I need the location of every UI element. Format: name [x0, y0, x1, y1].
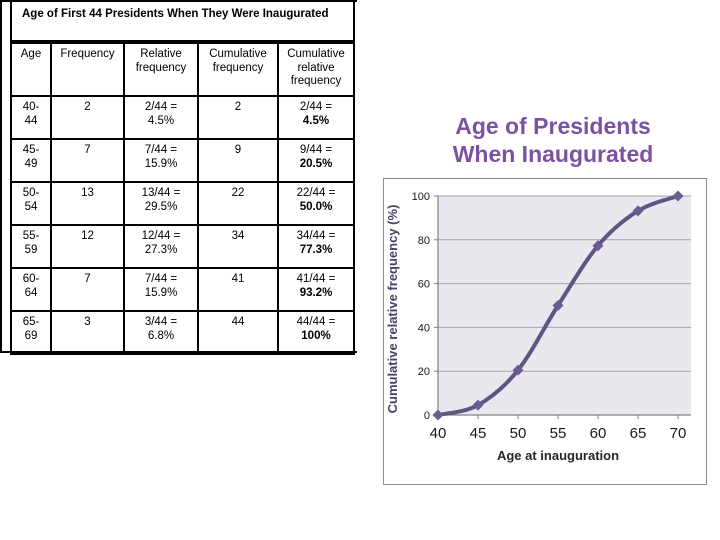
- column-header: Age: [10, 42, 52, 97]
- cumulative-frequency-cell: 41: [197, 267, 279, 312]
- column-header: Relative frequency: [123, 42, 199, 97]
- cumulative-frequency-cell: 34: [197, 224, 279, 269]
- age-class-cell: 45- 49: [10, 138, 52, 183]
- cumulative-frequency-cell: 44: [197, 310, 279, 355]
- table-row: 65- 69 3 3/44 = 6.8% 44 44/44 = 100%: [10, 310, 355, 355]
- cum-rel-fraction: 9/44 =: [299, 144, 333, 156]
- age-class-cell: 40- 44: [10, 95, 52, 140]
- cumulative-frequency-cell: 9: [197, 138, 279, 183]
- table-row: 60- 64 7 7/44 = 15.9% 41 41/44 = 93.2%: [10, 267, 355, 312]
- cum-rel-percent: 77.3%: [299, 243, 333, 256]
- x-tick-label: 60: [590, 425, 607, 442]
- frequency-cell: 2: [50, 95, 125, 140]
- relative-frequency-cell: 7/44 = 15.9%: [123, 267, 199, 312]
- cum-rel-fraction: 2/44 =: [299, 101, 333, 113]
- cum-rel-fraction: 34/44 =: [296, 230, 336, 242]
- y-tick-label: 80: [418, 235, 430, 247]
- frequency-cell: 12: [50, 224, 125, 269]
- y-tick-label: 60: [418, 279, 430, 291]
- x-tick-label: 55: [550, 425, 567, 442]
- frequency-table: Age Frequency Relative frequency Cumulative…: [10, 42, 355, 355]
- y-tick-label: 0: [424, 410, 430, 422]
- relative-frequency-cell: 3/44 = 6.8%: [123, 310, 199, 355]
- chart-heading-line1: Age of Presidents: [455, 113, 651, 139]
- plot-area: [438, 196, 691, 415]
- relative-frequency-cell: 13/44 = 29.5%: [123, 181, 199, 226]
- age-class-cell: 60- 64: [10, 267, 52, 312]
- x-tick-label: 40: [430, 425, 447, 442]
- relative-frequency-cell: 7/44 = 15.9%: [123, 138, 199, 183]
- age-class-cell: 55- 59: [10, 224, 52, 269]
- column-header: Cumulative frequency: [197, 42, 279, 97]
- cumulative-relative-frequency-cell: 44/44 = 100%: [277, 310, 355, 355]
- column-header: Frequency: [50, 42, 125, 97]
- cum-rel-fraction: 41/44 =: [296, 273, 336, 285]
- cumulative-relative-frequency-cell: 41/44 = 93.2%: [277, 267, 355, 312]
- x-tick-label: 45: [470, 425, 487, 442]
- cumulative-relative-frequency-cell: 22/44 = 50.0%: [277, 181, 355, 226]
- y-tick-label: 20: [418, 366, 430, 378]
- data-point-marker: [472, 399, 484, 411]
- relative-frequency-cell: 12/44 = 27.3%: [123, 224, 199, 269]
- age-class-cell: 50- 54: [10, 181, 52, 226]
- x-tick-label: 50: [510, 425, 527, 442]
- chart-panel: 0 20 40 60 80 100 40 45 50 55 60 65 70 Cumulative rel…: [383, 178, 707, 485]
- frequency-cell: 13: [50, 181, 125, 226]
- table-row: 55- 59 12 12/44 = 27.3% 34 34/44 = 77.3%: [10, 224, 355, 269]
- cum-rel-fraction: 44/44 =: [296, 316, 336, 328]
- cumulative-frequency-cell: 22: [197, 181, 279, 226]
- cum-rel-percent: 50.0%: [299, 200, 333, 213]
- column-header: Cumulative relative frequency: [277, 42, 355, 97]
- table-header-row: Age Frequency Relative frequency Cumulative…: [10, 42, 355, 97]
- cumulative-relative-frequency-cell: 9/44 = 20.5%: [277, 138, 355, 183]
- frequency-cell: 7: [50, 138, 125, 183]
- cum-rel-percent: 93.2%: [299, 286, 333, 299]
- table-row: 50- 54 13 13/44 = 29.5% 22 22/44 = 50.0%: [10, 181, 355, 226]
- frequency-cell: 7: [50, 267, 125, 312]
- chart-heading-line2: When Inaugurated: [452, 141, 654, 167]
- x-axis-title: Age at inauguration: [497, 448, 619, 463]
- table-body: 40- 44 2 2/44 = 4.5% 2 2/44 = 4.5% 45- 49 7 7/44…: [10, 95, 355, 355]
- data-point-marker: [672, 190, 684, 202]
- x-tick-label: 70: [670, 425, 687, 442]
- x-tick-label: 65: [630, 425, 647, 442]
- cum-rel-percent: 4.5%: [302, 114, 330, 127]
- data-point-marker: [512, 364, 524, 376]
- y-tick-label: 40: [418, 322, 430, 334]
- cumulative-frequency-cell: 2: [197, 95, 279, 140]
- table-row: 45- 49 7 7/44 = 15.9% 9 9/44 = 20.5%: [10, 138, 355, 183]
- relative-frequency-cell: 2/44 = 4.5%: [123, 95, 199, 140]
- y-axis-title: Cumulative relative frequency (%): [385, 205, 400, 414]
- chart-heading: Age of Presidents When Inaugurated: [403, 112, 703, 168]
- frequency-cell: 3: [50, 310, 125, 355]
- age-class-cell: 65- 69: [10, 310, 52, 355]
- table-row: 40- 44 2 2/44 = 4.5% 2 2/44 = 4.5%: [10, 95, 355, 140]
- y-tick-label: 100: [412, 191, 430, 203]
- data-point-marker: [432, 409, 444, 421]
- cum-rel-fraction: 22/44 =: [296, 187, 336, 199]
- cumulative-frequency-chart: 0 20 40 60 80 100 40 45 50 55 60 65 70 Cumulative rel…: [385, 190, 691, 463]
- data-point-marker: [552, 300, 564, 311]
- table-title: Age of First 44 Presidents When They Wer…: [10, 2, 355, 42]
- data-point-marker: [632, 205, 644, 217]
- data-point-marker: [592, 240, 604, 252]
- cumulative-relative-frequency-cell: 2/44 = 4.5%: [277, 95, 355, 140]
- cum-rel-percent: 100%: [301, 329, 331, 342]
- cumulative-relative-frequency-cell: 34/44 = 77.3%: [277, 224, 355, 269]
- cum-rel-percent: 20.5%: [299, 157, 333, 170]
- table-frame: Age of First 44 Presidents When They Wer…: [0, 0, 357, 355]
